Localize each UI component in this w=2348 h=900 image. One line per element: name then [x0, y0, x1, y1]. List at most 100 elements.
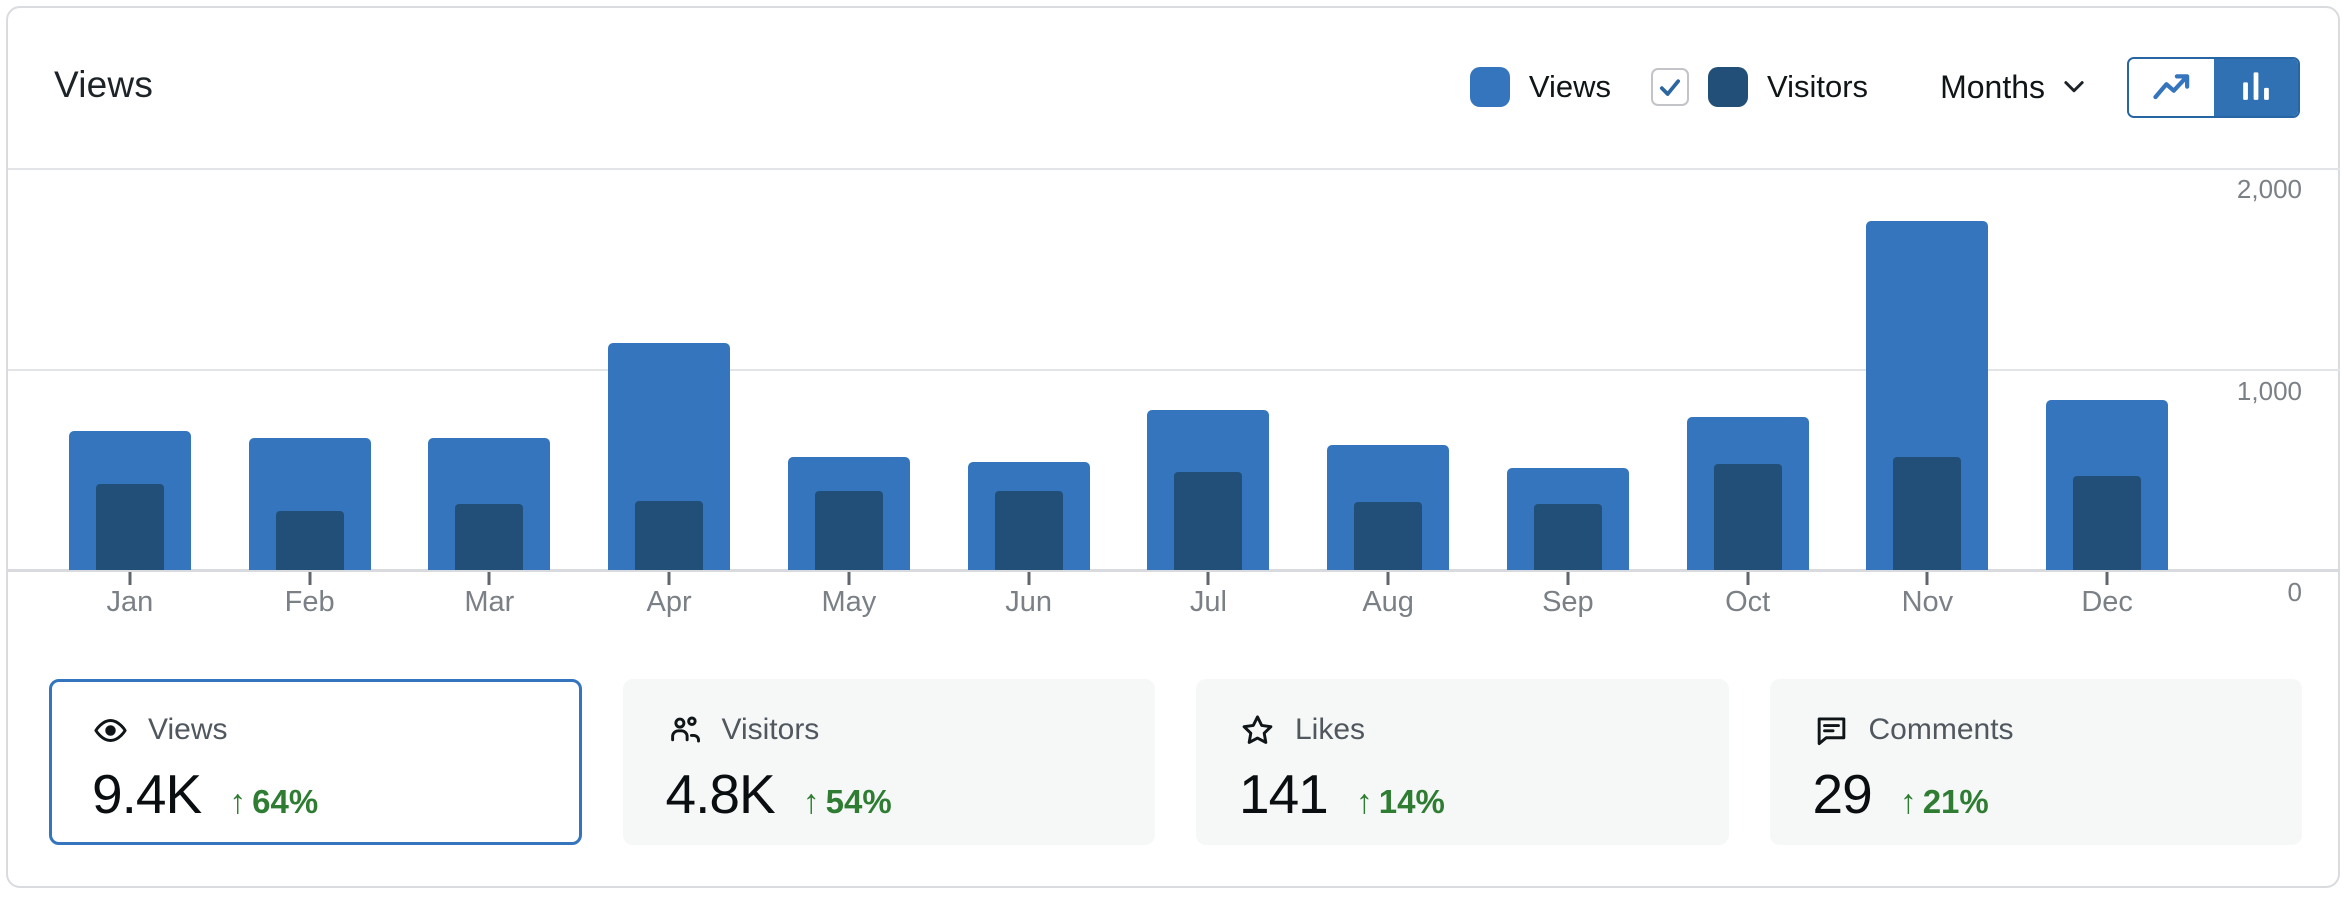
trend-percentage: 64%	[252, 783, 319, 820]
legend-views: Views	[1469, 67, 1611, 107]
month-slot	[1119, 169, 1299, 585]
axis-tick	[1566, 572, 1570, 585]
trend-percentage: 14%	[1378, 783, 1445, 820]
visitors-bar[interactable]	[994, 491, 1063, 570]
gridline-2000	[8, 168, 2340, 170]
views-color-swatch	[1469, 67, 1510, 107]
axis-tick	[1386, 572, 1390, 585]
month-label: Dec	[2081, 586, 2133, 618]
bar-chart-button[interactable]	[2213, 58, 2298, 116]
month-slot	[2017, 169, 2197, 585]
stat-label: Views	[148, 713, 228, 746]
stat-value: 9.4K	[92, 763, 202, 825]
legend-visitors-label: Visitors	[1766, 69, 1869, 104]
axis-tick	[847, 572, 851, 585]
summary-card-likes[interactable]: Likes 141 ↑ 14%	[1196, 679, 1729, 845]
month-slot	[400, 169, 580, 585]
month-label: Feb	[284, 586, 335, 618]
visitors-bar[interactable]	[814, 491, 883, 570]
month-label: Mar	[464, 586, 515, 618]
visitors-bar[interactable]	[275, 511, 344, 570]
visitors-bar[interactable]	[95, 484, 164, 570]
month-slot	[1298, 169, 1478, 585]
users-icon	[666, 712, 703, 749]
month-label: Aug	[1362, 586, 1414, 618]
visitors-bar[interactable]	[1893, 457, 1962, 570]
month-label: Oct	[1725, 586, 1771, 618]
line-chart-button[interactable]	[2129, 58, 2214, 116]
trend-up-icon: ↑	[1899, 783, 1917, 821]
legend-visitors[interactable]: Visitors	[1650, 67, 1869, 107]
month-slot	[1478, 169, 1658, 585]
summary-card-comments[interactable]: Comments 29 ↑ 21%	[1769, 679, 2302, 845]
axis-tick	[308, 572, 312, 585]
chart-controls: Views Visitors Months	[1469, 52, 2300, 122]
trend-percentage: 21%	[1922, 783, 1989, 820]
month-slot	[939, 169, 1119, 585]
month-slot	[40, 169, 220, 585]
visitors-bar[interactable]	[1354, 502, 1423, 570]
page-title: Views	[54, 64, 154, 105]
stat-label: Visitors	[721, 713, 820, 746]
y-axis-tick-label: 2,000	[2236, 174, 2302, 204]
month-slot	[579, 169, 759, 585]
axis-tick	[128, 572, 132, 585]
summary-card-visitors[interactable]: Visitors 4.8K ↑ 54%	[622, 679, 1155, 845]
axis-tick	[1027, 572, 1031, 585]
bars-area	[40, 169, 2197, 585]
eye-icon	[92, 712, 129, 749]
month-label: Nov	[1901, 586, 1954, 618]
visitors-bar[interactable]	[2073, 476, 2142, 570]
trend-up-icon: ↑	[802, 783, 820, 821]
stat-trend: ↑ 54%	[803, 783, 892, 822]
trend-up-icon: ↑	[1355, 783, 1373, 821]
month-label: Jul	[1189, 586, 1227, 618]
month-slot	[1658, 169, 1838, 585]
star-icon	[1239, 712, 1276, 749]
month-slot	[220, 169, 400, 585]
stat-value: 4.8K	[665, 763, 776, 825]
month-slot	[1838, 169, 2018, 585]
legend-views-label: Views	[1528, 69, 1611, 104]
visitors-color-swatch	[1707, 67, 1748, 107]
stat-trend: ↑ 21%	[1900, 783, 1989, 822]
stat-trend: ↑ 64%	[229, 783, 318, 822]
axis-tick	[1746, 572, 1750, 585]
y-axis-tick-label: 0	[2287, 577, 2302, 607]
x-axis-labels: Jan Feb Mar Apr May Jun Jul Aug Sep Oct Nov Dec	[40, 586, 2197, 619]
visitors-bar[interactable]	[1533, 504, 1602, 570]
month-label: Sep	[1542, 586, 1594, 618]
stat-label: Likes	[1295, 713, 1366, 746]
gridline-1000	[8, 369, 2340, 371]
x-axis-line	[8, 569, 2340, 572]
visitors-bar[interactable]	[1174, 472, 1243, 570]
stat-trend: ↑ 14%	[1356, 783, 1445, 822]
axis-tick	[1925, 572, 1929, 585]
visitors-bar[interactable]	[635, 501, 704, 570]
period-dropdown[interactable]: Months	[1940, 69, 2089, 106]
summary-cards: Views 9.4K ↑ 64% Visitors 4.8K ↑ 54% Likes 141 ↑ 14…	[49, 679, 2302, 845]
month-label: May	[821, 586, 877, 618]
y-axis-tick-label: 1,000	[2236, 376, 2302, 406]
month-label: Jan	[106, 586, 154, 618]
summary-card-views[interactable]: Views 9.4K ↑ 64%	[49, 679, 582, 845]
month-slot	[759, 169, 939, 585]
check-icon	[1659, 79, 1681, 96]
visitors-bar[interactable]	[1713, 464, 1782, 570]
visitors-checkbox[interactable]	[1650, 68, 1689, 106]
chart-type-toggle	[2127, 56, 2300, 118]
stat-label: Comments	[1868, 713, 2014, 746]
month-label: Jun	[1005, 586, 1052, 618]
line-chart-icon	[2153, 74, 2190, 100]
axis-tick	[667, 572, 671, 585]
period-dropdown-label: Months	[1940, 68, 2045, 105]
stat-value: 29	[1812, 763, 1873, 825]
chevron-down-icon	[2064, 81, 2084, 93]
stat-value: 141	[1239, 763, 1329, 825]
visitors-bar[interactable]	[455, 504, 524, 570]
trend-up-icon: ↑	[229, 783, 247, 821]
axis-tick	[487, 572, 491, 585]
axis-tick	[1206, 572, 1210, 585]
month-label: Apr	[646, 586, 692, 618]
